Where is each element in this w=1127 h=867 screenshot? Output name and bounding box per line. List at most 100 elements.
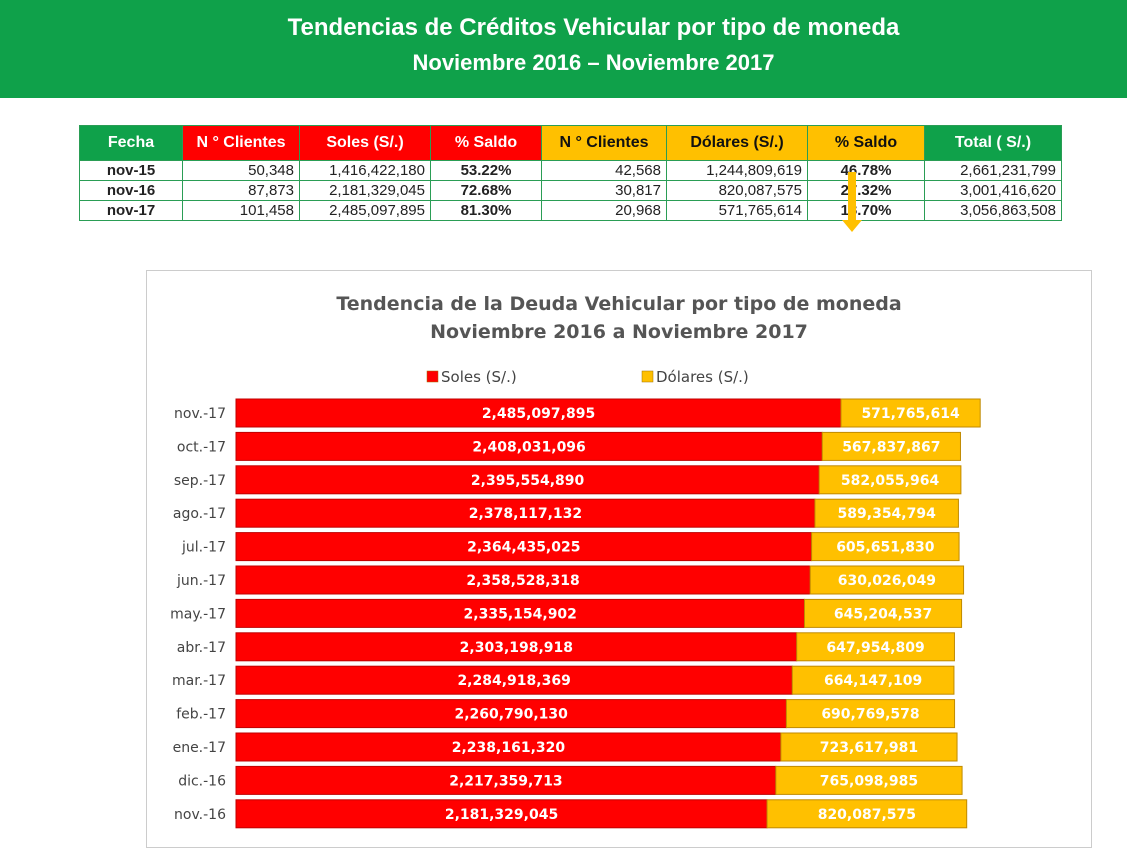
bar-soles	[235, 398, 842, 428]
data-label: 2,358,528,318	[466, 573, 579, 589]
banner-title: Tendencias de Créditos Vehicular por tip…	[287, 14, 900, 41]
data-label: 2,303,198,918	[460, 640, 573, 656]
down-arrow-icon	[842, 172, 862, 232]
legend-label: Soles (S/.)	[441, 368, 517, 386]
bar-soles	[235, 765, 777, 795]
column-header: N ° Clientes	[541, 125, 667, 161]
table-row: nov-15 50,348 1,416,422,180 53.22% 42,568 1,2…	[79, 160, 1062, 181]
category-label: nov.-17	[174, 406, 226, 422]
category-label: feb.-17	[176, 707, 226, 723]
bar-dolares	[809, 565, 965, 595]
bar-dolares	[818, 465, 962, 495]
banner-subtitle: Noviembre 2016 – Noviembre 2017	[412, 50, 775, 75]
bar-dolares	[785, 699, 956, 729]
data-label: 2,284,918,369	[457, 673, 570, 689]
data-label: 571,765,614	[861, 406, 960, 422]
column-header: Dólares (S/.)	[666, 125, 808, 161]
bar-soles	[235, 498, 816, 528]
table-cell: 3,056,863,508	[924, 200, 1062, 221]
legend-swatch	[641, 370, 654, 383]
data-label: 2,395,554,890	[471, 473, 585, 489]
column-header: % Saldo	[430, 125, 542, 161]
table-row: nov-16 87,873 2,181,329,045 72.68% 30,817 820…	[79, 180, 1062, 201]
table-cell: 87,873	[182, 180, 300, 201]
table-cell: 2,485,097,895	[299, 200, 431, 221]
data-label: 664,147,109	[824, 673, 922, 689]
category-label: abr.-17	[177, 640, 226, 656]
chart-title: Tendencia de la Deuda Vehicular por tipo…	[336, 293, 902, 315]
bar-dolares	[766, 799, 968, 829]
bar-dolares	[791, 665, 955, 695]
bar-dolares	[780, 732, 958, 762]
bar-dolares	[811, 532, 960, 562]
table-cell: 2,181,329,045	[299, 180, 431, 201]
table-cell: 1,244,809,619	[666, 160, 808, 181]
table-cell: 46.78%	[807, 160, 925, 181]
table-cell: 101,458	[182, 200, 300, 221]
chart-subtitle: Noviembre 2016 a Noviembre 2017	[430, 321, 808, 343]
table-cell: 18.70%	[807, 200, 925, 221]
bar-dolares	[840, 398, 981, 428]
data-label: 645,204,537	[834, 606, 932, 622]
bar-soles	[235, 565, 811, 595]
table-cell: 27.32%	[807, 180, 925, 201]
column-header: N ° Clientes	[182, 125, 300, 161]
data-label: 2,260,790,130	[455, 707, 569, 723]
bar-dolares	[796, 632, 955, 662]
table-cell: 3,001,416,620	[924, 180, 1062, 201]
data-label: 605,651,830	[836, 540, 935, 556]
data-label: 2,181,329,045	[445, 807, 558, 823]
table-cell: nov-17	[79, 200, 183, 221]
bar-dolares	[803, 598, 963, 628]
data-label: 589,354,794	[838, 506, 937, 522]
data-label: 2,335,154,902	[464, 606, 577, 622]
banner: Tendencias de Créditos Vehicular por tip…	[0, 0, 1127, 98]
data-label: 820,087,575	[818, 807, 916, 823]
category-label: may.-17	[170, 606, 226, 622]
table-cell: 42,568	[541, 160, 667, 181]
table-cell: 50,348	[182, 160, 300, 181]
column-header: Soles (S/.)	[299, 125, 431, 161]
table-cell: 571,765,614	[666, 200, 808, 221]
data-label: 2,378,117,132	[469, 506, 582, 522]
table-cell: 53.22%	[430, 160, 542, 181]
category-label: jul.-17	[181, 540, 226, 556]
data-label: 690,769,578	[821, 707, 919, 723]
table-row: nov-17 101,458 2,485,097,895 81.30% 20,968 57…	[79, 200, 1062, 221]
category-label: jun.-17	[176, 573, 226, 589]
data-label: 765,098,985	[820, 773, 918, 789]
table-cell: 72.68%	[430, 180, 542, 201]
category-label: sep.-17	[174, 473, 226, 489]
data-label: 2,364,435,025	[467, 540, 580, 556]
data-label: 2,217,359,713	[449, 773, 562, 789]
table-cell: nov-16	[79, 180, 183, 201]
table-cell: 2,661,231,799	[924, 160, 1062, 181]
data-label: 582,055,964	[841, 473, 940, 489]
data-label: 2,485,097,895	[482, 406, 595, 422]
chart-container: Tendencia de la Deuda Vehicular por tipo…	[146, 270, 1092, 848]
column-header: % Saldo	[807, 125, 925, 161]
bar-dolares	[821, 431, 961, 461]
legend-swatch	[426, 370, 439, 383]
bar-dolares	[814, 498, 959, 528]
category-label: ago.-17	[173, 506, 226, 522]
column-header: Fecha	[79, 125, 183, 161]
data-label: 647,954,809	[826, 640, 924, 656]
data-label: 723,617,981	[820, 740, 918, 756]
bar-soles	[235, 532, 813, 562]
table-cell: 20,968	[541, 200, 667, 221]
data-label: 630,026,049	[838, 573, 936, 589]
bar-soles	[235, 431, 823, 461]
bar-soles	[235, 465, 820, 495]
data-label: 567,837,867	[842, 439, 940, 455]
bar-soles	[235, 665, 793, 695]
summary-table: Fecha N ° Clientes Soles (S/.)% Saldo N ° C…	[79, 125, 1062, 221]
data-label: 2,408,031,096	[472, 439, 585, 455]
category-label: dic.-16	[178, 773, 226, 789]
bar-soles	[235, 598, 805, 628]
legend-label: Dólares (S/.)	[656, 368, 749, 386]
category-label: oct.-17	[177, 439, 226, 455]
bar-soles	[235, 632, 798, 662]
bar-soles	[235, 699, 787, 729]
data-label: 2,238,161,320	[452, 740, 566, 756]
